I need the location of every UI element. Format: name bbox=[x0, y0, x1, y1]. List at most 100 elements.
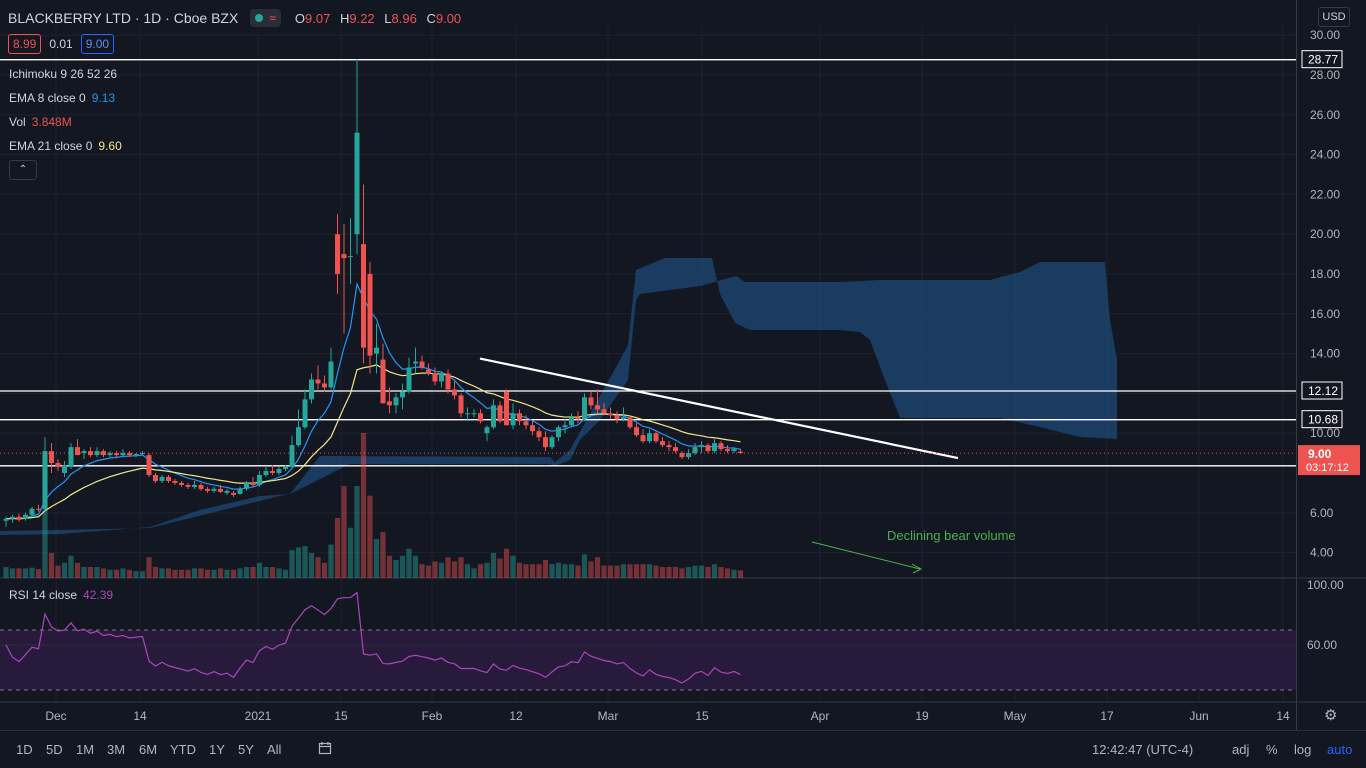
legend-ema8[interactable]: EMA 8 close 0 9.13 bbox=[9, 91, 115, 105]
rsi-tick-label: 60.00 bbox=[1307, 638, 1337, 652]
timeframe-1y[interactable]: 1Y bbox=[209, 742, 225, 757]
volume-bar bbox=[341, 486, 347, 578]
close-label: C bbox=[426, 10, 436, 26]
legend-volume[interactable]: Vol 3.848M bbox=[9, 115, 72, 129]
candle-body bbox=[354, 132, 360, 235]
candle-body bbox=[172, 480, 178, 483]
candle-body bbox=[237, 488, 243, 494]
volume-bar bbox=[549, 564, 555, 578]
volume-bar bbox=[204, 569, 211, 578]
adj-toggle[interactable]: adj bbox=[1232, 742, 1250, 757]
volume-bar bbox=[191, 568, 198, 578]
rsi-line bbox=[5, 591, 741, 684]
volume-bar bbox=[100, 568, 107, 578]
volume-bar bbox=[672, 567, 679, 578]
timeframe-all[interactable]: All bbox=[267, 742, 282, 757]
candle-body bbox=[686, 453, 691, 458]
candle-body bbox=[634, 427, 639, 436]
volume-bar bbox=[464, 564, 471, 578]
volume-bar bbox=[503, 548, 510, 578]
time-tick-label: 15 bbox=[334, 709, 348, 723]
candle-body bbox=[185, 484, 191, 487]
volume-bar bbox=[614, 565, 620, 578]
currency-button[interactable]: USD bbox=[1318, 7, 1350, 27]
volume-bar bbox=[367, 495, 373, 578]
collapse-legend-button[interactable]: ⌃ bbox=[9, 160, 37, 180]
percent-toggle[interactable]: % bbox=[1266, 742, 1278, 757]
candle-body bbox=[413, 361, 418, 364]
rsi-legend[interactable]: RSI 14 close 42.39 bbox=[9, 588, 113, 602]
timeframe-6m[interactable]: 6M bbox=[139, 742, 158, 757]
volume-bar bbox=[360, 433, 367, 578]
volume-bar bbox=[217, 568, 224, 578]
volume-bar bbox=[445, 557, 451, 578]
timeframe-1m[interactable]: 1M bbox=[76, 742, 95, 757]
timeframe-5y[interactable]: 5Y bbox=[238, 742, 254, 757]
volume-bar bbox=[438, 562, 445, 578]
candle-body bbox=[653, 433, 659, 442]
ichimoku-label: Ichimoku 9 26 52 26 bbox=[9, 67, 118, 81]
candle-body bbox=[556, 427, 561, 438]
price-chart[interactable]: 30.00 28.00 26.00 24.00 22.00 20.00 18.00 16.00… bbox=[0, 0, 1366, 730]
time-tick-label: Dec bbox=[45, 709, 66, 723]
gear-icon[interactable]: ⚙ bbox=[1324, 707, 1338, 724]
bid-button[interactable]: 8.99 bbox=[8, 34, 42, 54]
legend-ema21[interactable]: EMA 21 close 0 9.60 bbox=[9, 139, 122, 153]
log-toggle[interactable]: log bbox=[1294, 742, 1312, 757]
legend-ichimoku[interactable]: Ichimoku 9 26 52 26 bbox=[9, 67, 117, 81]
candle-body bbox=[452, 389, 457, 396]
candle-body bbox=[439, 373, 444, 382]
candle-body bbox=[335, 234, 340, 274]
candle-body bbox=[322, 383, 327, 388]
volume-bar bbox=[133, 571, 139, 578]
clock-readout[interactable]: 12:42:47 (UTC-4) bbox=[1092, 742, 1194, 757]
volume-bar bbox=[705, 567, 711, 578]
timeframe-1d[interactable]: 1D bbox=[16, 742, 33, 757]
candle-body bbox=[276, 469, 282, 473]
market-status-badge[interactable]: ≈ bbox=[250, 9, 281, 27]
volume-bar bbox=[334, 518, 341, 578]
date-range-icon[interactable] bbox=[318, 741, 332, 755]
volume-bar bbox=[510, 555, 516, 578]
volume-bar bbox=[588, 561, 594, 578]
candle-body bbox=[458, 395, 464, 414]
ema21-label: EMA 21 close 0 bbox=[9, 139, 93, 153]
ask-button[interactable]: 9.00 bbox=[80, 34, 115, 54]
candle-body bbox=[608, 413, 613, 416]
candle-body bbox=[348, 256, 353, 258]
candle-body bbox=[679, 453, 685, 458]
candle-body bbox=[133, 454, 139, 456]
rsi-label: RSI 14 close bbox=[9, 588, 78, 602]
volume-bar bbox=[81, 567, 87, 578]
candle-body bbox=[361, 244, 366, 348]
timeframe-ytd[interactable]: YTD bbox=[170, 742, 196, 757]
candle-body bbox=[224, 490, 230, 493]
volume-bar bbox=[562, 564, 568, 578]
open-value: 9.07 bbox=[305, 10, 331, 26]
candle-body bbox=[101, 451, 106, 456]
candle-body bbox=[107, 453, 113, 456]
time-tick-label: Jun bbox=[1189, 709, 1208, 723]
candle-body bbox=[179, 482, 184, 485]
volume-bar bbox=[419, 564, 425, 578]
candle-body bbox=[517, 413, 522, 422]
timeframe-3m[interactable]: 3M bbox=[107, 742, 126, 757]
volume-bar bbox=[35, 569, 42, 578]
symbol-title[interactable]: BLACKBERRY LTD · 1D · Cboe BZX bbox=[8, 10, 239, 26]
volume-bar bbox=[666, 567, 672, 578]
level-label-box bbox=[1301, 381, 1343, 400]
volume-bar bbox=[581, 554, 588, 578]
volume-bar bbox=[406, 548, 412, 578]
volume-bar bbox=[354, 486, 360, 578]
volume-bar bbox=[74, 562, 81, 578]
candle-body bbox=[302, 399, 308, 428]
price-tick-label: 6.00 bbox=[1310, 506, 1334, 520]
level-label-box bbox=[1301, 50, 1343, 69]
volume-bar bbox=[126, 569, 133, 578]
auto-toggle[interactable]: auto bbox=[1327, 742, 1353, 757]
candle-body bbox=[192, 484, 197, 487]
timeframe-5d[interactable]: 5D bbox=[46, 742, 63, 757]
time-tick-label: 15 bbox=[695, 709, 709, 723]
volume-bar bbox=[594, 557, 601, 578]
volume-bar bbox=[536, 564, 542, 578]
